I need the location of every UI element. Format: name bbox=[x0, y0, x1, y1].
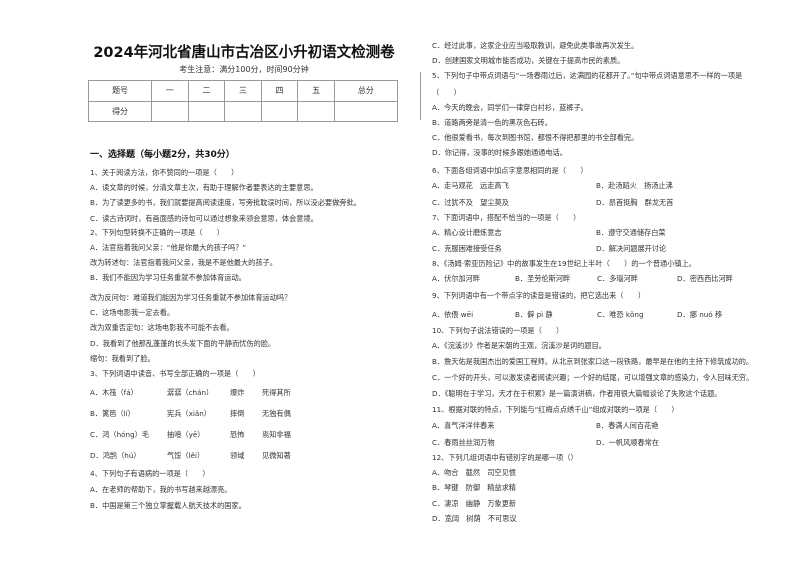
option-cell: 死得其所 bbox=[262, 388, 291, 397]
score-header-cell: 题号 bbox=[87, 80, 153, 102]
option-cell: 宪兵（xiǎn） bbox=[167, 409, 211, 418]
line-text: C．这场电影我一定去看。 bbox=[90, 308, 175, 317]
option-cell: B．赴汤蹈火 扬汤止沸 bbox=[596, 181, 673, 190]
option-cell: A．走马观花 远走高飞 bbox=[432, 181, 509, 190]
line-text: 1、关于阅读方法，你不赞同的一项是（ ） bbox=[90, 168, 239, 177]
line-text: 3、下列词语中读音、书写全部正确的一项是（ ） bbox=[90, 369, 260, 378]
line-text: 改为反问句：难道我们能因为学习任务重就不参加体育运动吗？ bbox=[90, 293, 292, 302]
option-cell: B．篱笆（lí） bbox=[90, 409, 135, 418]
option-cell: C．过犹不及 望尘莫及 bbox=[432, 198, 509, 207]
score-header-cell: 五 bbox=[297, 80, 335, 102]
line-text: 5、下列句子中带点词语与“一场春雨过后，这满园的花都开了。”句中带点词语意思不一… bbox=[432, 71, 743, 80]
score-header-cell: 一 bbox=[151, 80, 189, 102]
score-table-header-row: 题号 一 二 三 四 五 总分 bbox=[87, 80, 399, 102]
score-header-cell: 总分 bbox=[333, 80, 399, 102]
line-text: C．凄凉 幽静 万象更新 bbox=[432, 499, 517, 508]
score-row-label: 得分 bbox=[87, 100, 153, 122]
line-text: 改为双重否定句：这场电影我不可能不去看。 bbox=[90, 323, 234, 332]
option-cell: 抽噎（yē） bbox=[167, 430, 205, 439]
score-header-cell: 二 bbox=[187, 80, 226, 102]
line-text: A．在老师的帮助下，我的书写越来越漂亮。 bbox=[90, 485, 232, 494]
line-text: B．我们不能因为学习任务重就不参加体育运动。 bbox=[90, 273, 246, 282]
option-cell: 领域 bbox=[230, 451, 245, 460]
line-text: B．道路两旁是清一色的黑灰色石砖。 bbox=[432, 118, 552, 127]
score-table: 题号 一 二 三 四 五 总分 得分 bbox=[87, 80, 399, 122]
option-cell: A．依偎 wēi bbox=[432, 310, 474, 319]
score-header-cell: 三 bbox=[224, 80, 262, 102]
option-cell: D．解决问题展开讨论 bbox=[596, 244, 667, 253]
option-cell: D．一帆风顺春常在 bbox=[596, 438, 660, 447]
line-text: A．读文章的时候，分清文章主次，有助于理解作者要表达的主要意思。 bbox=[90, 183, 318, 192]
option-cell: 摔倒 bbox=[230, 409, 245, 418]
line-text: B．琴键 防御 精益求精 bbox=[432, 483, 516, 492]
option-cell: B．圣劳伦斯河畔 bbox=[515, 274, 571, 283]
score-cell bbox=[260, 100, 299, 122]
score-header-cell: 四 bbox=[260, 80, 299, 102]
option-cell: 焉知非福 bbox=[262, 430, 291, 439]
line-text: 10、下列句子说法错误的一项是（ ） bbox=[432, 326, 564, 335]
score-table-score-row: 得分 bbox=[87, 100, 399, 122]
option-cell: C．克服困难接受任务 bbox=[432, 244, 502, 253]
line-text: （ ） bbox=[432, 88, 461, 97]
option-cell: D．密西西比河畔 bbox=[677, 274, 733, 283]
line-text: 改为转述句：法官指着我问父亲，我是不是他最大的孩子。 bbox=[90, 258, 277, 267]
line-text: B．詹天佑是我国杰出的爱国工程师。从北京到张家口这一段铁路，最早是在他的主持下修… bbox=[432, 357, 754, 366]
line-text: D．你记得，没事的时候多跟她通通电话。 bbox=[432, 148, 567, 157]
line-text: A．吻合 截然 司空见惯 bbox=[432, 468, 516, 477]
line-text: C．经过此事，这家企业应当吸取教训，避免此类事故再次发生。 bbox=[432, 41, 639, 50]
line-text: 6、下面各组词语中加点字意思相同的是（ ） bbox=[432, 166, 588, 175]
option-cell: 气馁（lěi） bbox=[167, 451, 205, 460]
option-cell: B．春满人间百花艳 bbox=[596, 421, 659, 430]
option-cell: C．多瑙河畔 bbox=[597, 274, 638, 283]
line-text: D．创建国家文明城市能否成功，关键在于提高市民的素质。 bbox=[432, 56, 625, 65]
line-text: 11、根据对联的特点，下列能与“红梅点点绣千山”组成对联的一项是（ ） bbox=[432, 405, 679, 414]
option-cell: D．挪 nuó 移 bbox=[677, 310, 723, 319]
option-cell: 爆炸 bbox=[230, 388, 245, 397]
score-cell bbox=[151, 100, 189, 122]
option-cell: 恐怖 bbox=[230, 430, 245, 439]
score-cell bbox=[333, 100, 399, 122]
line-text: C．一个好的开头，可以激发读者阅读兴趣；一个好的结尾，可以增强文章的感染力，令人… bbox=[432, 373, 754, 382]
line-text: 9、下列词语中有一个带点字的读音是错误的，把它选出来（ ） bbox=[432, 291, 646, 300]
option-cell: A．伏尔加河畔 bbox=[432, 274, 481, 283]
option-cell: C．春雨丝丝润万物 bbox=[432, 438, 495, 447]
line-text: B．为了读更多的书，我们就要提高阅读速度，写旁批耽误时间，所以没必要做旁批。 bbox=[90, 198, 361, 207]
score-cell bbox=[224, 100, 262, 122]
exam-subtitle: 考生注意：满分100分，时间90分钟 bbox=[179, 65, 309, 74]
line-text: 12、下列几组词语中有错别字的是哪一项（） bbox=[432, 453, 578, 462]
option-cell: A．精心设计磨炼意志 bbox=[432, 228, 502, 237]
exam-title: 2024年河北省唐山市古冶区小升初语文检测卷 bbox=[93, 45, 395, 61]
column-divider bbox=[420, 72, 421, 120]
option-cell: D．鸿鹄（hú） bbox=[90, 451, 141, 460]
line-text: 8、《汤姆·索亚历险记》中的故事发生在19世纪上半叶（ ）的一个普通小镇上。 bbox=[432, 259, 696, 268]
line-text: 缩句：我看到了脸。 bbox=[90, 354, 155, 363]
option-cell: 见微知著 bbox=[262, 451, 291, 460]
option-cell: 潺潺（chán） bbox=[167, 388, 214, 397]
line-text: B．中国是第三个独立掌握载人航天技术的国家。 bbox=[90, 501, 246, 510]
line-text: 4、下列句子有语病的一项是（ ） bbox=[90, 469, 210, 478]
option-cell: A．喜气洋洋伴春来 bbox=[432, 421, 495, 430]
line-text: A．法官指着我问父亲：“他是你最大的孩子吗？” bbox=[90, 243, 247, 252]
line-text: D．《聪明在于学习，天才在于积累》是一篇演讲稿，作者用很大篇幅谈论了失败这个话题… bbox=[432, 389, 722, 398]
option-cell: C．鸿（hóng）毛 bbox=[90, 430, 150, 439]
line-text: 2、下列句型转换不正确的一项是（ ） bbox=[90, 228, 224, 237]
line-text: 7、下面词语中，搭配不恰当的一项是（ ） bbox=[432, 213, 581, 222]
section-heading: 一、选择题（每小题2分，共30分） bbox=[90, 150, 235, 160]
line-text: D．宽阔 树荫 不可思议 bbox=[432, 514, 517, 523]
line-text: D．我看到了他那乱蓬蓬的长头发下面的平静而忧伤的脸。 bbox=[90, 339, 276, 348]
option-cell: C．唯恐 kǒng bbox=[597, 310, 644, 319]
line-text: C．他很爱看书，每次到图书馆，都恨不得把那里的书全部看完。 bbox=[432, 133, 639, 142]
line-text: A．《浣溪沙》作者是宋朝的王观，浣溪沙是词的题目。 bbox=[432, 341, 606, 350]
option-cell: B．遵守交通储存白菜 bbox=[596, 228, 666, 237]
option-cell: 无独有偶 bbox=[262, 409, 291, 418]
line-text: A．今天的晚会，同学们一律穿白衬衫，蓝裤子。 bbox=[432, 103, 588, 112]
score-cell bbox=[187, 100, 226, 122]
option-cell: D．昂首挺胸 群龙无首 bbox=[596, 198, 674, 207]
score-cell bbox=[297, 100, 335, 122]
line-text: C．读古诗词时，有画面感的诗句可以通过想象来领会意思，体会意境。 bbox=[90, 214, 318, 223]
option-cell: B．僻 pì 静 bbox=[515, 310, 553, 319]
option-cell: A．木筏（fá） bbox=[90, 388, 138, 397]
